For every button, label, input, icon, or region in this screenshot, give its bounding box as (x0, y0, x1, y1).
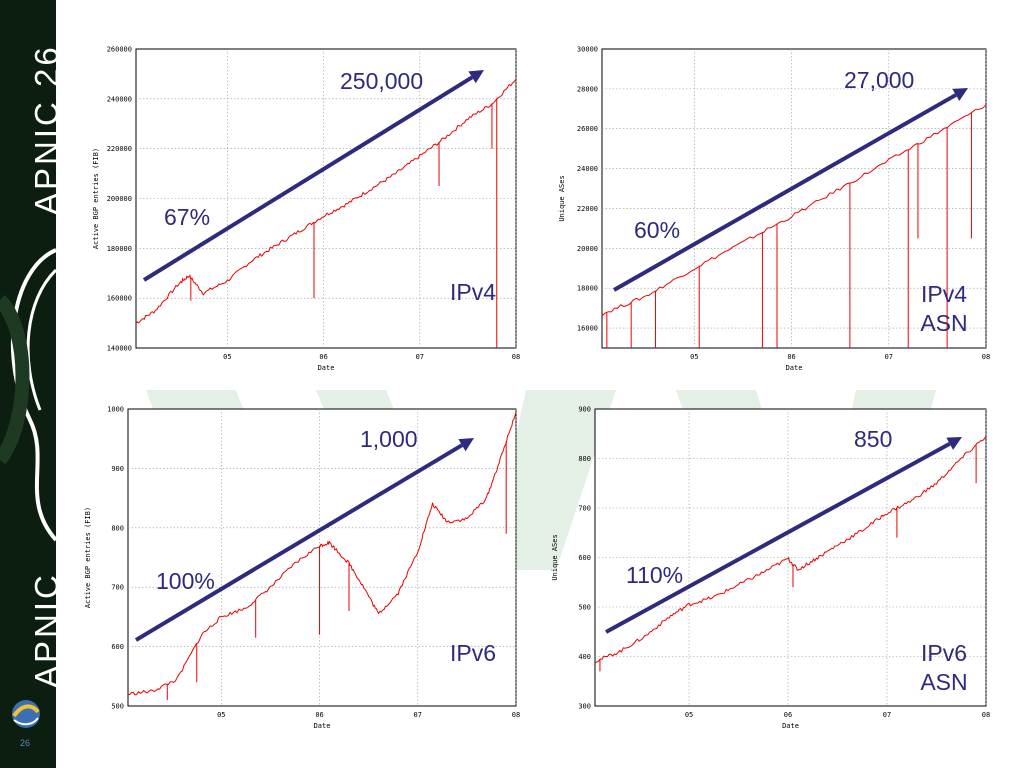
y-tick-label: 16000 (577, 325, 598, 333)
y-tick-label: 24000 (577, 165, 598, 173)
x-tick-label: 07 (414, 711, 422, 719)
final-value-label: 850 (854, 426, 892, 452)
y-tick-label: 180000 (107, 245, 132, 253)
y-tick-label: 1000 (107, 406, 124, 414)
ipv6-asn-chart: 300 400 500 600 700 800 900 05 06 07 08 Date Unique … (551, 406, 990, 731)
growth-percentage: 60% (634, 217, 680, 243)
series-name-line: IPv4 (450, 279, 496, 305)
final-value-label: 250,000 (340, 68, 423, 94)
x-tick-label: 08 (982, 353, 990, 361)
y-tick-label: 700 (111, 584, 124, 592)
y-axis-label: Active BGP entries (FIB) (92, 148, 100, 249)
y-tick-label: 240000 (107, 95, 132, 103)
final-value-label: 1,000 (360, 426, 418, 452)
growth-percentage: 110% (626, 562, 683, 588)
y-tick-label: 220000 (107, 145, 132, 153)
series-name-label: IPv6 ASN (920, 640, 967, 695)
apnic-logo-icon (12, 700, 40, 728)
y-tick-label: 500 (578, 604, 591, 612)
event-title: APNIC 26 (28, 44, 56, 215)
ipv6-chart: 500 600 700 800 900 1000 05 06 07 08 Date Active BG… (84, 406, 520, 731)
x-tick-label: 07 (883, 711, 891, 719)
slide-number: 26 (20, 738, 31, 748)
y-tick-label: 900 (111, 465, 124, 473)
x-tick-label: 07 (416, 353, 424, 361)
sidebar: APNIC 26 APNIC 26 (0, 0, 56, 768)
brand-name: APNIC (28, 572, 56, 688)
series-line (601, 104, 987, 317)
y-tick-label: 140000 (107, 345, 132, 353)
trend-arrow (605, 441, 951, 634)
y-tick-label: 22000 (577, 205, 598, 213)
trend-arrow-head (946, 437, 962, 450)
series-line (127, 411, 517, 696)
trend-arrow-head (952, 88, 968, 102)
x-axis-label: Date (314, 722, 331, 730)
plot-area (601, 48, 987, 349)
x-tick-label: 08 (512, 711, 520, 719)
x-tick-label: 05 (217, 711, 225, 719)
series-name-line: IPv6 (450, 640, 496, 666)
y-tick-label: 200000 (107, 195, 132, 203)
x-axis-label: Date (782, 722, 799, 730)
x-tick-label: 05 (690, 353, 698, 361)
series-name-label: IPv4 ASN (920, 281, 967, 336)
y-tick-label: 160000 (107, 295, 132, 303)
growth-percentage: 100% (156, 568, 215, 594)
plot-area (127, 408, 517, 707)
y-tick-label: 20000 (577, 245, 598, 253)
sidebar-swirl-decoration (0, 248, 56, 542)
x-tick-label: 08 (982, 711, 990, 719)
y-tick-label: 900 (578, 406, 591, 414)
y-tick-label: 28000 (577, 85, 598, 93)
y-tick-label: 800 (578, 455, 591, 463)
x-tick-label: 06 (319, 353, 327, 361)
x-tick-label: 05 (685, 711, 693, 719)
y-tick-label: 600 (111, 643, 124, 651)
y-axis-label: Unique ASes (551, 534, 559, 580)
series-line (135, 78, 517, 324)
x-tick-label: 06 (787, 353, 795, 361)
series-name-label: IPv6 (450, 640, 496, 666)
y-axis-label: Active BGP entries (FIB) (84, 507, 92, 608)
y-tick-label: 600 (578, 554, 591, 562)
series-name-line: ASN (920, 310, 967, 336)
y-tick-label: 800 (111, 524, 124, 532)
y-tick-label: 260000 (107, 46, 132, 54)
x-tick-label: 06 (315, 711, 323, 719)
x-tick-label: 06 (784, 711, 792, 719)
growth-percentage: 67% (164, 204, 210, 230)
ipv4-chart: 140000 160000 180000 200000 220000 240000 2600… (92, 46, 520, 373)
series-name-line: ASN (920, 669, 967, 695)
series-name-label: IPv4 (450, 279, 496, 305)
x-tick-label: 07 (885, 353, 893, 361)
ipv4-asn-chart: 16000 18000 20000 22000 24000 26000 28000 30000… (558, 46, 990, 373)
y-tick-label: 700 (578, 505, 591, 513)
y-tick-label: 18000 (577, 285, 598, 293)
trend-arrow-head (468, 70, 484, 84)
trend-arrow (134, 443, 464, 642)
x-tick-label: 05 (223, 353, 231, 361)
y-tick-label: 400 (578, 653, 591, 661)
x-axis-label: Date (786, 364, 803, 372)
y-tick-label: 300 (578, 703, 591, 711)
final-value-label: 27,000 (844, 67, 914, 93)
x-tick-label: 08 (512, 353, 520, 361)
series-name-line: IPv4 (921, 281, 967, 307)
trend-arrow-head (458, 438, 474, 452)
trend-arrow (613, 93, 957, 292)
x-axis-label: Date (318, 364, 335, 372)
y-tick-label: 26000 (577, 125, 598, 133)
y-tick-label: 500 (111, 703, 124, 711)
series-name-line: IPv6 (921, 640, 967, 666)
trend-arrow (142, 75, 474, 282)
y-tick-label: 30000 (577, 46, 598, 54)
y-axis-label: Unique ASes (558, 175, 566, 221)
